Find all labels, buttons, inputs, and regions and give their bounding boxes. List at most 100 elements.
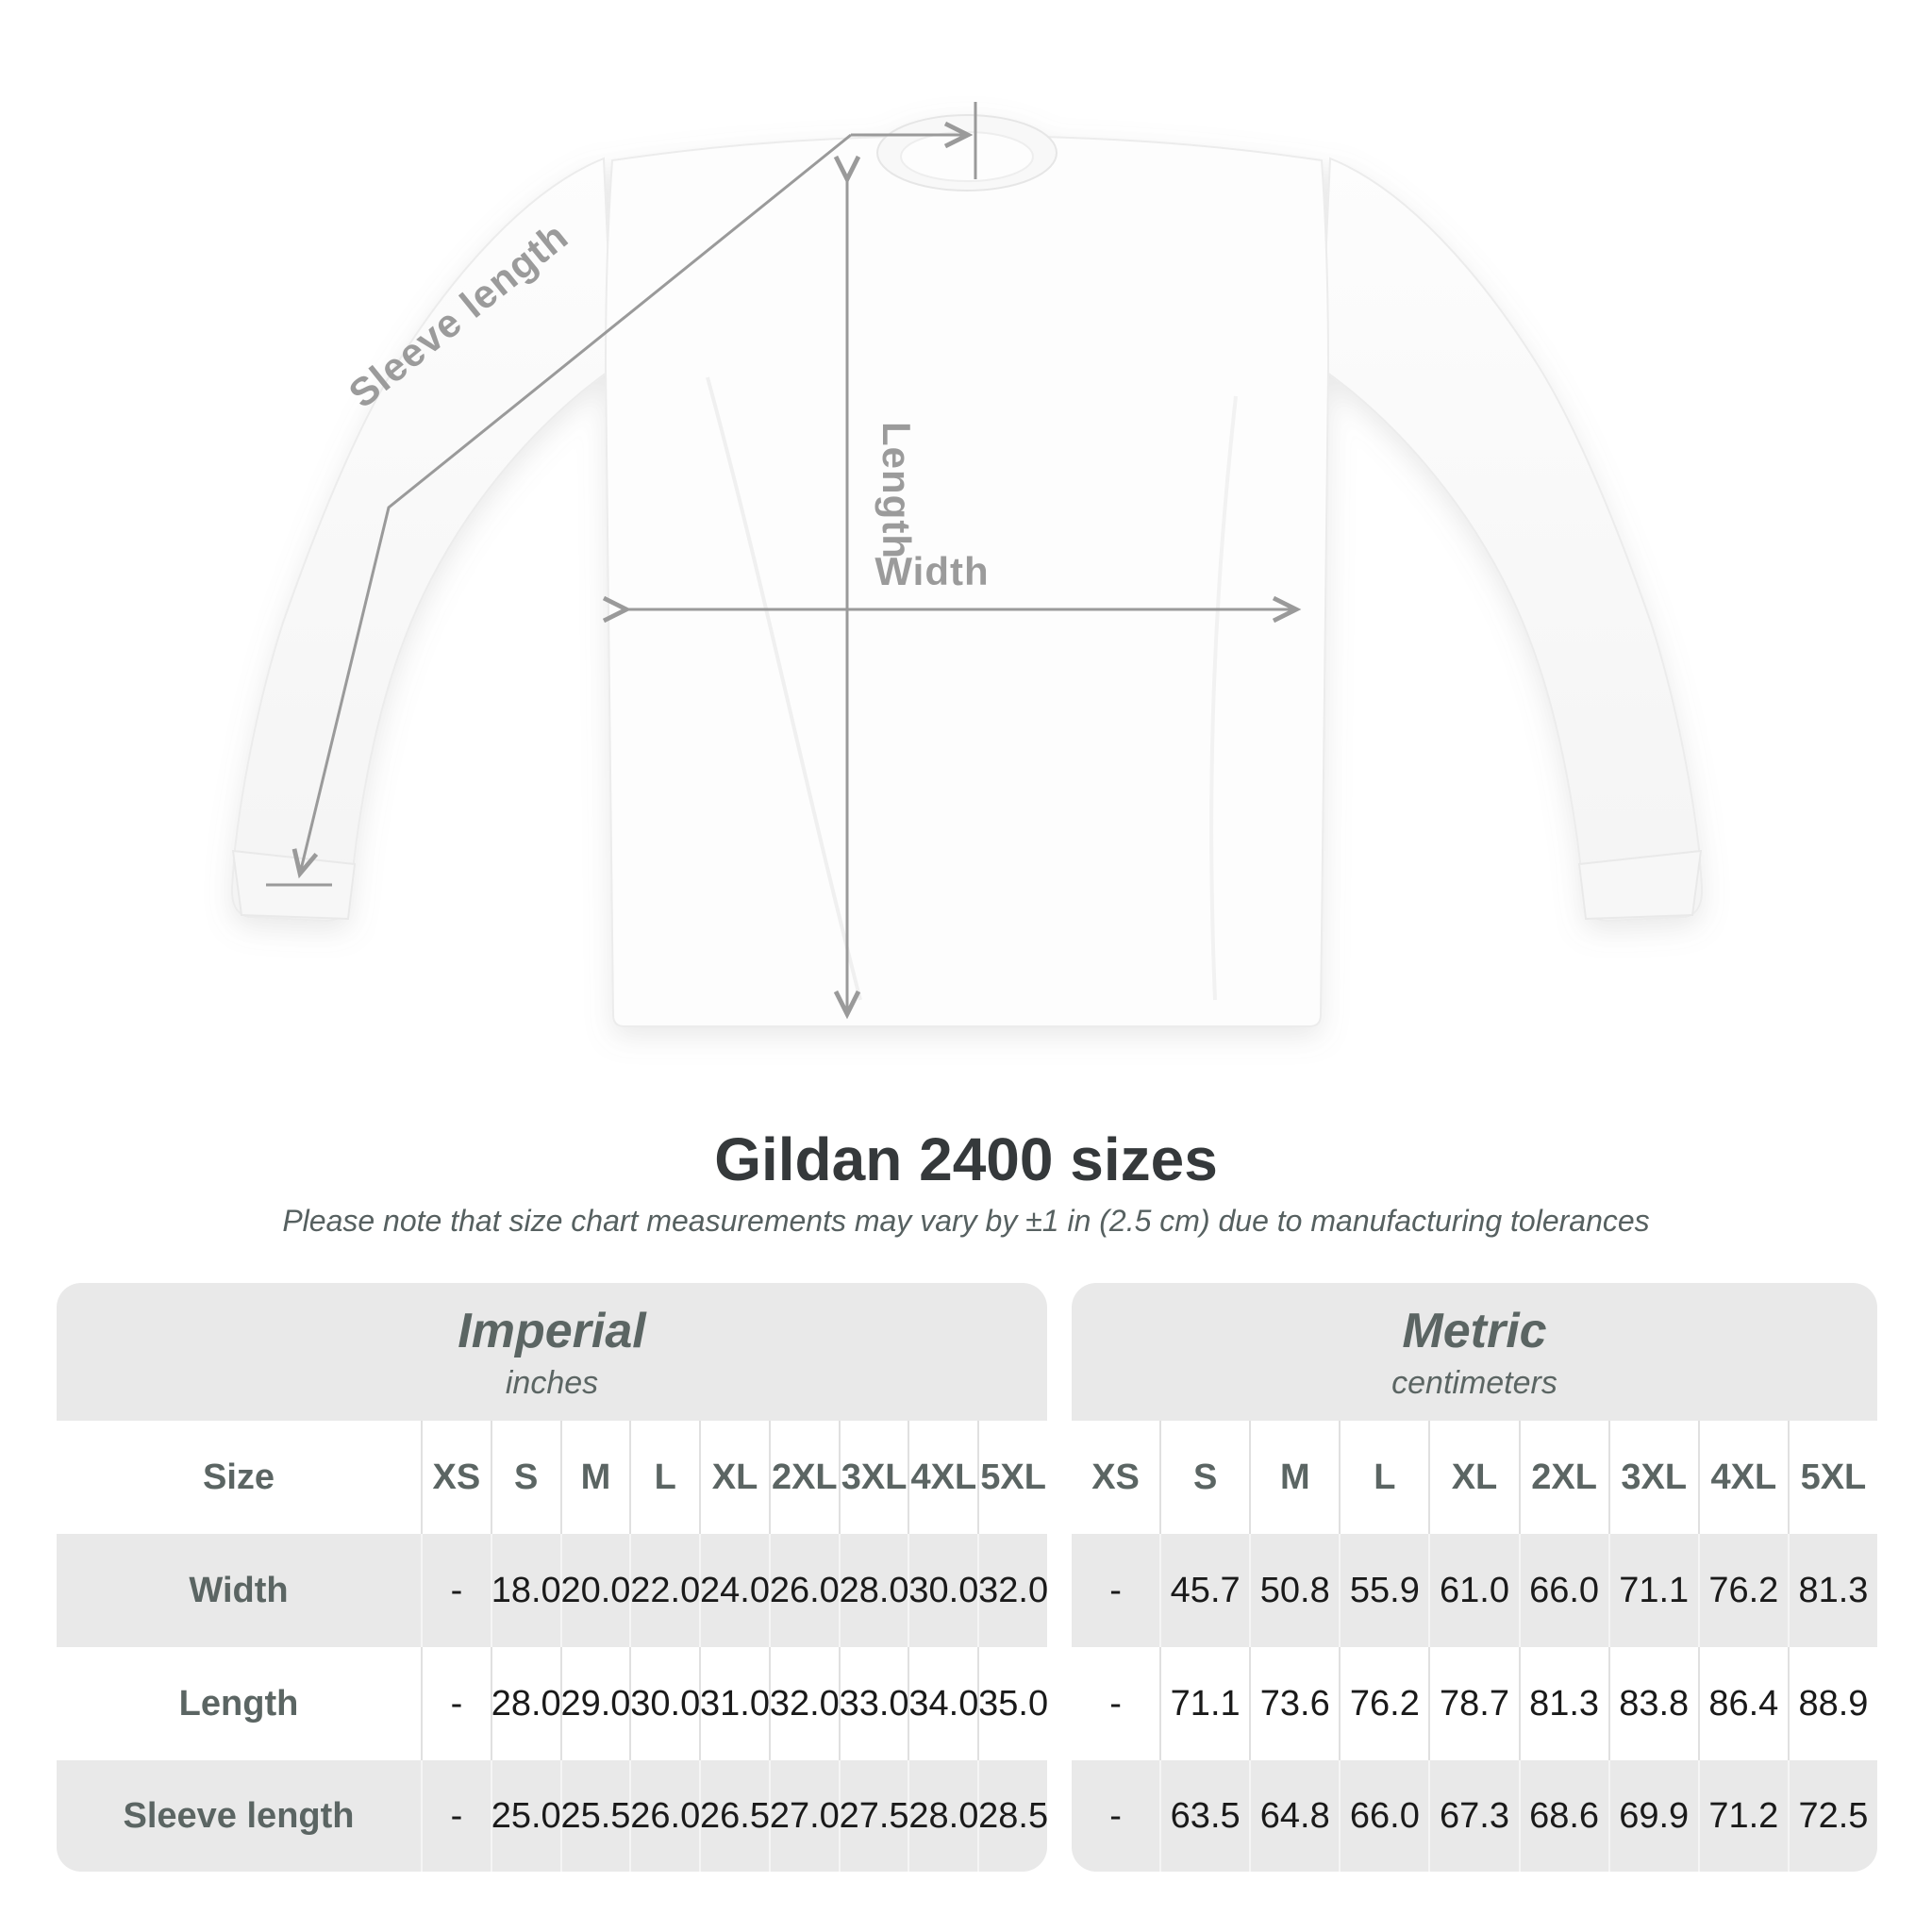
page-subtitle: Please note that size chart measurements… bbox=[282, 1204, 1650, 1238]
value-cell: 55.9 bbox=[1339, 1534, 1428, 1647]
value-cell: 71.1 bbox=[1607, 1534, 1698, 1647]
metric-unit: centimeters bbox=[1391, 1364, 1557, 1401]
value-cell: 83.8 bbox=[1607, 1647, 1698, 1760]
value-cell: 18.0 bbox=[490, 1534, 561, 1647]
value-cell: 24.0 bbox=[699, 1534, 770, 1647]
value-cell: 68.6 bbox=[1518, 1760, 1608, 1872]
size-column-header: 2XL bbox=[1518, 1421, 1608, 1534]
width-label: Width bbox=[874, 549, 989, 593]
left-sleeve bbox=[230, 157, 615, 923]
value-cell: 22.0 bbox=[629, 1534, 700, 1647]
value-cell: 76.2 bbox=[1339, 1647, 1428, 1760]
size-column-header: XL bbox=[1428, 1421, 1518, 1534]
size-column-header: 3XL bbox=[838, 1421, 908, 1534]
imperial-unit: inches bbox=[505, 1364, 599, 1401]
metric-rows: XS S M L XL 2XL 3XL 4XL 5XL -45.7 50.8 55.9 61.0 66.0… bbox=[1072, 1421, 1877, 1872]
value-cell: 71.2 bbox=[1697, 1760, 1788, 1872]
value-cell: 64.8 bbox=[1249, 1760, 1339, 1872]
value-cell: 67.3 bbox=[1428, 1760, 1518, 1872]
value-cell: 78.7 bbox=[1428, 1647, 1518, 1760]
imperial-rows: Size XS S M L XL 2XL 3XL 4XL 5XL Width -18.0 20.0 22.… bbox=[57, 1421, 1047, 1872]
value-cell: 26.0 bbox=[768, 1534, 840, 1647]
value-cell: 81.3 bbox=[1787, 1534, 1877, 1647]
right-sleeve bbox=[1319, 157, 1704, 923]
table-row: -71.1 73.6 76.2 78.7 81.3 83.8 86.4 88.9 bbox=[1072, 1647, 1877, 1760]
value-cell: 26.5 bbox=[699, 1760, 770, 1872]
table-row: Length -28.0 29.0 30.0 31.0 32.0 33.0 34.0 35.0 bbox=[57, 1647, 1047, 1760]
sleeve-length-arrow bbox=[266, 102, 977, 887]
value-cell: 28.0 bbox=[838, 1534, 909, 1647]
value-cell: 29.0 bbox=[559, 1647, 630, 1760]
value-cell: 28.5 bbox=[977, 1760, 1047, 1872]
imperial-title: Imperial bbox=[458, 1303, 646, 1358]
table-row: -45.7 50.8 55.9 61.0 66.0 71.1 76.2 81.3 bbox=[1072, 1534, 1877, 1647]
size-column-header: XS bbox=[421, 1421, 491, 1534]
value-cell: 27.5 bbox=[838, 1760, 909, 1872]
shirt-illustration bbox=[230, 114, 1704, 1027]
size-column-header: L bbox=[629, 1421, 699, 1534]
value-cell: 66.0 bbox=[1339, 1760, 1428, 1872]
metric-block: Metric centimeters XS S M L XL 2XL 3XL 4XL 5XL -4… bbox=[1072, 1283, 1877, 1872]
value-cell: - bbox=[421, 1647, 491, 1760]
metric-title: Metric bbox=[1402, 1303, 1547, 1358]
value-cell: 35.0 bbox=[977, 1647, 1047, 1760]
size-column-header: M bbox=[559, 1421, 630, 1534]
value-cell: 32.0 bbox=[768, 1647, 840, 1760]
size-table: Imperial inches Size XS S M L XL 2XL 3XL 4XL 5XL W… bbox=[57, 1283, 1877, 1872]
shirt-diagram: Sleeve length Length Width bbox=[230, 102, 1704, 1027]
size-column-header: 2XL bbox=[768, 1421, 839, 1534]
size-column-header: 3XL bbox=[1607, 1421, 1698, 1534]
value-cell: 26.0 bbox=[629, 1760, 700, 1872]
table-row: Size XS S M L XL 2XL 3XL 4XL 5XL bbox=[57, 1421, 1047, 1534]
value-cell: 50.8 bbox=[1249, 1534, 1339, 1647]
size-column-header: M bbox=[1249, 1421, 1339, 1534]
value-cell: 45.7 bbox=[1159, 1534, 1249, 1647]
row-label: Width bbox=[189, 1570, 289, 1610]
table-row: -63.5 64.8 66.0 67.3 68.6 69.9 71.2 72.5 bbox=[1072, 1760, 1877, 1872]
value-cell: 28.0 bbox=[490, 1647, 561, 1760]
value-cell: 30.0 bbox=[908, 1534, 978, 1647]
value-cell: - bbox=[421, 1760, 491, 1872]
length-label: Length bbox=[874, 422, 919, 559]
table-row: Sleeve length -25.0 25.5 26.0 26.5 27.0 27.5 28… bbox=[57, 1760, 1047, 1872]
value-cell: 69.9 bbox=[1607, 1760, 1698, 1872]
imperial-section-header: Imperial inches bbox=[57, 1283, 1047, 1421]
value-cell: 72.5 bbox=[1787, 1760, 1877, 1872]
collar-inner bbox=[900, 131, 1034, 182]
value-cell: 81.3 bbox=[1518, 1647, 1608, 1760]
size-column-header: 5XL bbox=[1787, 1421, 1877, 1534]
value-cell: 25.0 bbox=[490, 1760, 561, 1872]
size-header-cell: Size bbox=[202, 1457, 275, 1497]
value-cell: 34.0 bbox=[908, 1647, 978, 1760]
value-cell: 28.0 bbox=[908, 1760, 978, 1872]
metric-section-header: Metric centimeters bbox=[1072, 1283, 1877, 1421]
page-title: Gildan 2400 sizes bbox=[714, 1125, 1218, 1193]
value-cell: 27.0 bbox=[768, 1760, 840, 1872]
value-cell: 66.0 bbox=[1518, 1534, 1608, 1647]
right-cuff bbox=[1577, 849, 1703, 921]
size-column-header: S bbox=[490, 1421, 560, 1534]
value-cell: 31.0 bbox=[699, 1647, 770, 1760]
table-row: Width -18.0 20.0 22.0 24.0 26.0 28.0 30.0 32.0 bbox=[57, 1534, 1047, 1647]
value-cell: 86.4 bbox=[1697, 1647, 1788, 1760]
value-cell: - bbox=[1109, 1570, 1122, 1610]
size-column-header: XL bbox=[699, 1421, 769, 1534]
row-label: Length bbox=[178, 1683, 299, 1724]
value-cell: - bbox=[421, 1534, 491, 1647]
value-cell: 76.2 bbox=[1697, 1534, 1788, 1647]
value-cell: 73.6 bbox=[1249, 1647, 1339, 1760]
table-row: XS S M L XL 2XL 3XL 4XL 5XL bbox=[1072, 1421, 1877, 1534]
size-column-header: XS bbox=[1091, 1457, 1140, 1497]
imperial-block: Imperial inches Size XS S M L XL 2XL 3XL 4XL 5XL W… bbox=[57, 1283, 1047, 1872]
fabric-crease bbox=[1209, 395, 1238, 1001]
size-column-header: L bbox=[1339, 1421, 1428, 1534]
shirt-figure: Sleeve length Length Width bbox=[142, 57, 1792, 1094]
size-column-header: S bbox=[1159, 1421, 1249, 1534]
value-cell: 63.5 bbox=[1159, 1760, 1249, 1872]
value-cell: 88.9 bbox=[1787, 1647, 1877, 1760]
row-label: Sleeve length bbox=[123, 1795, 355, 1836]
value-cell: 61.0 bbox=[1428, 1534, 1518, 1647]
value-cell: 25.5 bbox=[559, 1760, 630, 1872]
value-cell: 30.0 bbox=[629, 1647, 700, 1760]
